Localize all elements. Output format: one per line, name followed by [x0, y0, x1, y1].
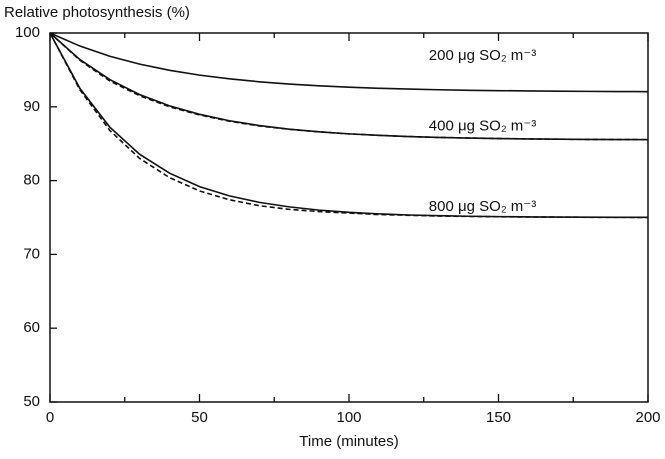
chart-title: Relative photosynthesis (%): [4, 4, 190, 21]
dashed-line: [49, 32, 649, 219]
y-tick-label: 100: [15, 24, 40, 41]
y-tick-label: 60: [23, 319, 40, 336]
line: [49, 32, 649, 93]
x-tick-label: 50: [191, 409, 208, 426]
y-tick-label: 80: [23, 172, 40, 189]
x-tick-label: 0: [46, 409, 54, 426]
x-tick-label: 200: [635, 409, 660, 426]
y-tick-label: 90: [23, 98, 40, 115]
line: [49, 32, 649, 141]
x-axis-title: Time (minutes): [299, 433, 398, 450]
dashed-line: [49, 32, 649, 141]
y-tick-label: 70: [23, 245, 40, 262]
series-label: 200 μg SO₂ m⁻³: [429, 47, 536, 64]
line: [49, 32, 649, 219]
series-label: 800 μg SO₂ m⁻³: [429, 198, 536, 215]
x-tick-label: 100: [336, 409, 361, 426]
y-tick-label: 50: [23, 393, 40, 410]
x-tick-label: 150: [486, 409, 511, 426]
series-label: 400 μg SO₂ m⁻³: [429, 118, 536, 135]
